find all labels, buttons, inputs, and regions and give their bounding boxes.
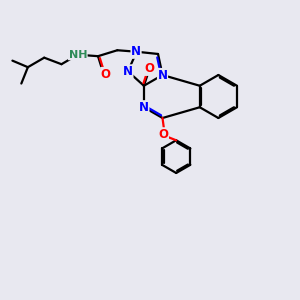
Text: O: O	[145, 62, 154, 75]
Text: N: N	[131, 45, 141, 58]
Text: O: O	[101, 68, 111, 80]
Text: NH: NH	[69, 50, 87, 60]
Text: N: N	[123, 65, 133, 78]
Text: O: O	[158, 128, 168, 141]
Text: N: N	[139, 101, 149, 114]
Text: N: N	[158, 68, 167, 82]
